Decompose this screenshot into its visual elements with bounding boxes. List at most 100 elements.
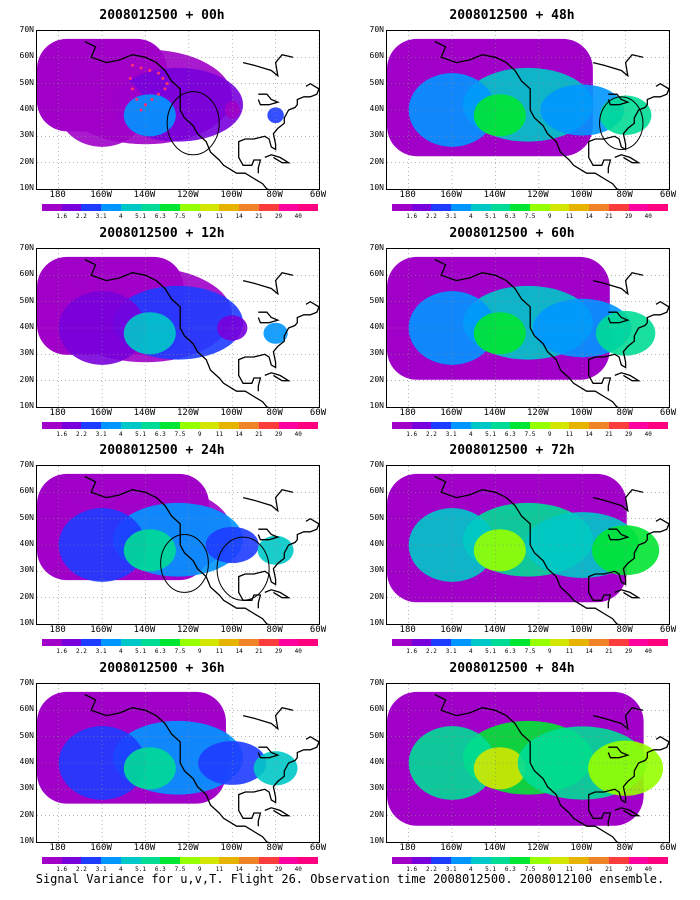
- colorbar-label: 5.1: [485, 648, 496, 655]
- colorbar-label: 9: [197, 213, 202, 220]
- lon-tick-label: 140W: [133, 408, 156, 418]
- coastline: [592, 53, 644, 78]
- colorbar-label: 4: [119, 213, 123, 220]
- lat-tick-label: 40N: [19, 104, 34, 113]
- longitude-axis: 180 160W 140W 120W 100W 80W 60W: [36, 625, 327, 637]
- lon-tick-label: 120W: [527, 190, 549, 200]
- longitude-axis: 180 160W 140W 120W 100W 80W 60W: [386, 408, 677, 420]
- coastline: [592, 488, 644, 513]
- lon-tick-label: 160W: [90, 843, 112, 853]
- colorbar-label: 21: [605, 648, 613, 655]
- colorbar-label: 40: [644, 866, 652, 873]
- coastline: [588, 735, 669, 804]
- colorbar-label: 40: [644, 213, 652, 220]
- colorbar-swatch: [219, 422, 240, 429]
- colorbar-swatch: [431, 639, 452, 646]
- target-circle: [599, 96, 644, 150]
- colorbar-swatch: [180, 857, 200, 864]
- lon-tick-label: 140W: [133, 190, 156, 200]
- map-plot: [36, 248, 320, 408]
- colorbar-label: 7.5: [524, 431, 536, 438]
- coastline: [257, 746, 280, 759]
- colorbar-label: 21: [255, 866, 263, 873]
- colorbar-label: 9: [547, 431, 552, 438]
- coastline: [84, 40, 270, 189]
- lon-tick-label: 80W: [616, 625, 633, 635]
- colorbar-swatch: [61, 204, 82, 211]
- colorbar-label: 5.1: [135, 866, 146, 873]
- colorbar-label: 1.6: [56, 866, 68, 873]
- longitude-axis: 180 160W 140W 120W 100W 80W 60W: [386, 625, 677, 637]
- colorbar-swatch: [431, 422, 452, 429]
- colorbar-swatch: [278, 204, 299, 211]
- colorbar-label: 9: [197, 431, 202, 438]
- colorbar-label: 11: [215, 648, 224, 655]
- colorbar-swatch: [140, 857, 161, 864]
- colorbar-swatch: [470, 857, 491, 864]
- coastline: [607, 93, 630, 106]
- coastline: [257, 93, 280, 106]
- colorbar-label: 14: [235, 866, 243, 873]
- colorbar-label: 21: [255, 648, 263, 655]
- coastline: [84, 475, 270, 624]
- lon-tick-label: 180: [399, 190, 416, 200]
- longitude-axis: 180 160W 140W 120W 100W 80W 60W: [36, 843, 327, 855]
- lon-tick-label: 120W: [177, 625, 199, 635]
- colorbar-swatch: [258, 857, 279, 864]
- colorbar-label: 4: [469, 866, 473, 873]
- colorbar-label: 4: [469, 213, 473, 220]
- lon-tick-label: 140W: [483, 408, 506, 418]
- colorbar-labels: 1.6 2.2 3.1 4 5.1 6.3 7.5 9 11 14 21 29 40: [392, 431, 668, 440]
- lat-tick-label: 30N: [369, 130, 384, 140]
- colorbar-swatch: [120, 204, 141, 211]
- flight-track-point: [161, 76, 165, 80]
- lon-tick-label: 60W: [659, 625, 677, 635]
- colorbar-swatch: [549, 639, 570, 646]
- lon-tick-label: 120W: [527, 408, 549, 418]
- colorbar-label: 1.6: [406, 866, 418, 873]
- colorbar: [42, 422, 319, 429]
- coastline: [264, 372, 291, 382]
- variance-contour: [198, 741, 267, 785]
- colorbar-swatch: [451, 204, 471, 211]
- map-plot: [386, 465, 670, 625]
- lon-tick-label: 180: [399, 843, 416, 853]
- colorbar-label: 6.3: [154, 431, 166, 438]
- colorbar-label: 5.1: [135, 213, 146, 220]
- latitude-axis: 10N 20N 30N 40N 50N 60N 70N: [352, 460, 384, 627]
- lat-tick-label: 40N: [19, 757, 34, 766]
- colorbar-label: 3.1: [445, 213, 457, 220]
- map-panel: 2008012500 + 84h 10N 20N 30N 40N 50N 60N 70N 180…: [352, 661, 677, 875]
- colorbar-swatch: [569, 639, 590, 646]
- colorbar-label: 5.1: [485, 213, 496, 220]
- lat-tick-label: 50N: [19, 77, 34, 87]
- colorbar-swatch: [648, 422, 669, 429]
- lat-tick-label: 60N: [19, 486, 34, 496]
- latitude-axis: 10N 20N 30N 40N 50N 60N 70N: [352, 243, 384, 410]
- colorbar-label: 2.2: [76, 866, 87, 873]
- lat-tick-label: 30N: [19, 783, 34, 793]
- variance-contour: [58, 508, 146, 582]
- longitude-axis: 180 160W 140W 120W 100W 80W 60W: [36, 408, 327, 420]
- lat-tick-label: 50N: [19, 295, 34, 305]
- coastline: [434, 40, 620, 189]
- colorbar-label: 40: [294, 431, 302, 438]
- variance-contour: [408, 291, 496, 365]
- colorbar-label: 2.2: [426, 213, 437, 220]
- colorbar-label: 5.1: [135, 431, 146, 438]
- colorbar-swatch: [278, 857, 299, 864]
- colorbar-label: 5.1: [485, 866, 496, 873]
- coastline: [607, 528, 630, 541]
- colorbar-label: 21: [605, 866, 613, 873]
- colorbar-label: 11: [565, 213, 574, 220]
- colorbar-swatch: [411, 857, 432, 864]
- lon-tick-label: 100W: [570, 408, 593, 418]
- colorbar-label: 21: [605, 213, 613, 220]
- flight-track-point: [163, 87, 167, 91]
- colorbar-swatch: [510, 639, 531, 646]
- lon-tick-label: 140W: [483, 625, 506, 635]
- colorbar-swatch: [392, 639, 412, 646]
- lon-tick-label: 80W: [616, 843, 633, 853]
- coastline: [257, 528, 280, 541]
- lat-tick-label: 20N: [19, 591, 34, 601]
